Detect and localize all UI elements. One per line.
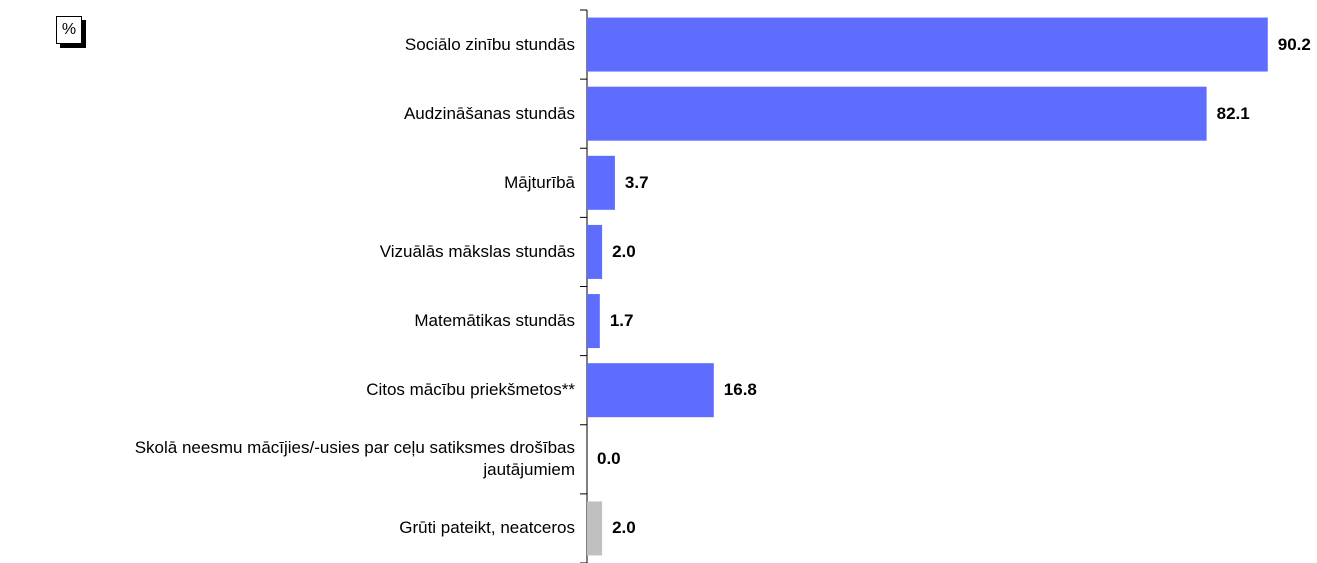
category-label: Citos mācību priekšmetos** [366,380,575,400]
bar [587,17,1268,72]
bar [587,501,603,556]
category-label: Matemātikas stundās [414,311,575,331]
category-label: Grūti pateikt, neatceros [399,518,575,538]
value-label: 2.0 [612,241,636,261]
value-label: 3.7 [624,172,649,192]
category-label: Mājturībā [504,172,575,192]
value-label: 16.8 [723,380,757,400]
category-label: Sociālo zinību stundās [404,34,575,54]
value-label: 90.2 [1277,34,1311,54]
value-label: 1.7 [609,311,634,331]
bar [587,155,615,210]
bar [587,224,603,279]
category-label: Audzināšanas stundās [403,103,575,123]
unit-label: % [56,16,82,44]
value-label: 82.1 [1216,103,1250,123]
bar [587,294,600,349]
category-label: Vizuālās mākslas stundās [379,241,575,261]
value-label: 0.0 [597,449,621,469]
category-label: Skolā neesmu mācījies/-usies par ceļu sa… [134,438,575,480]
bar [587,363,714,418]
value-label: 2.0 [612,518,636,538]
bar [587,86,1207,141]
